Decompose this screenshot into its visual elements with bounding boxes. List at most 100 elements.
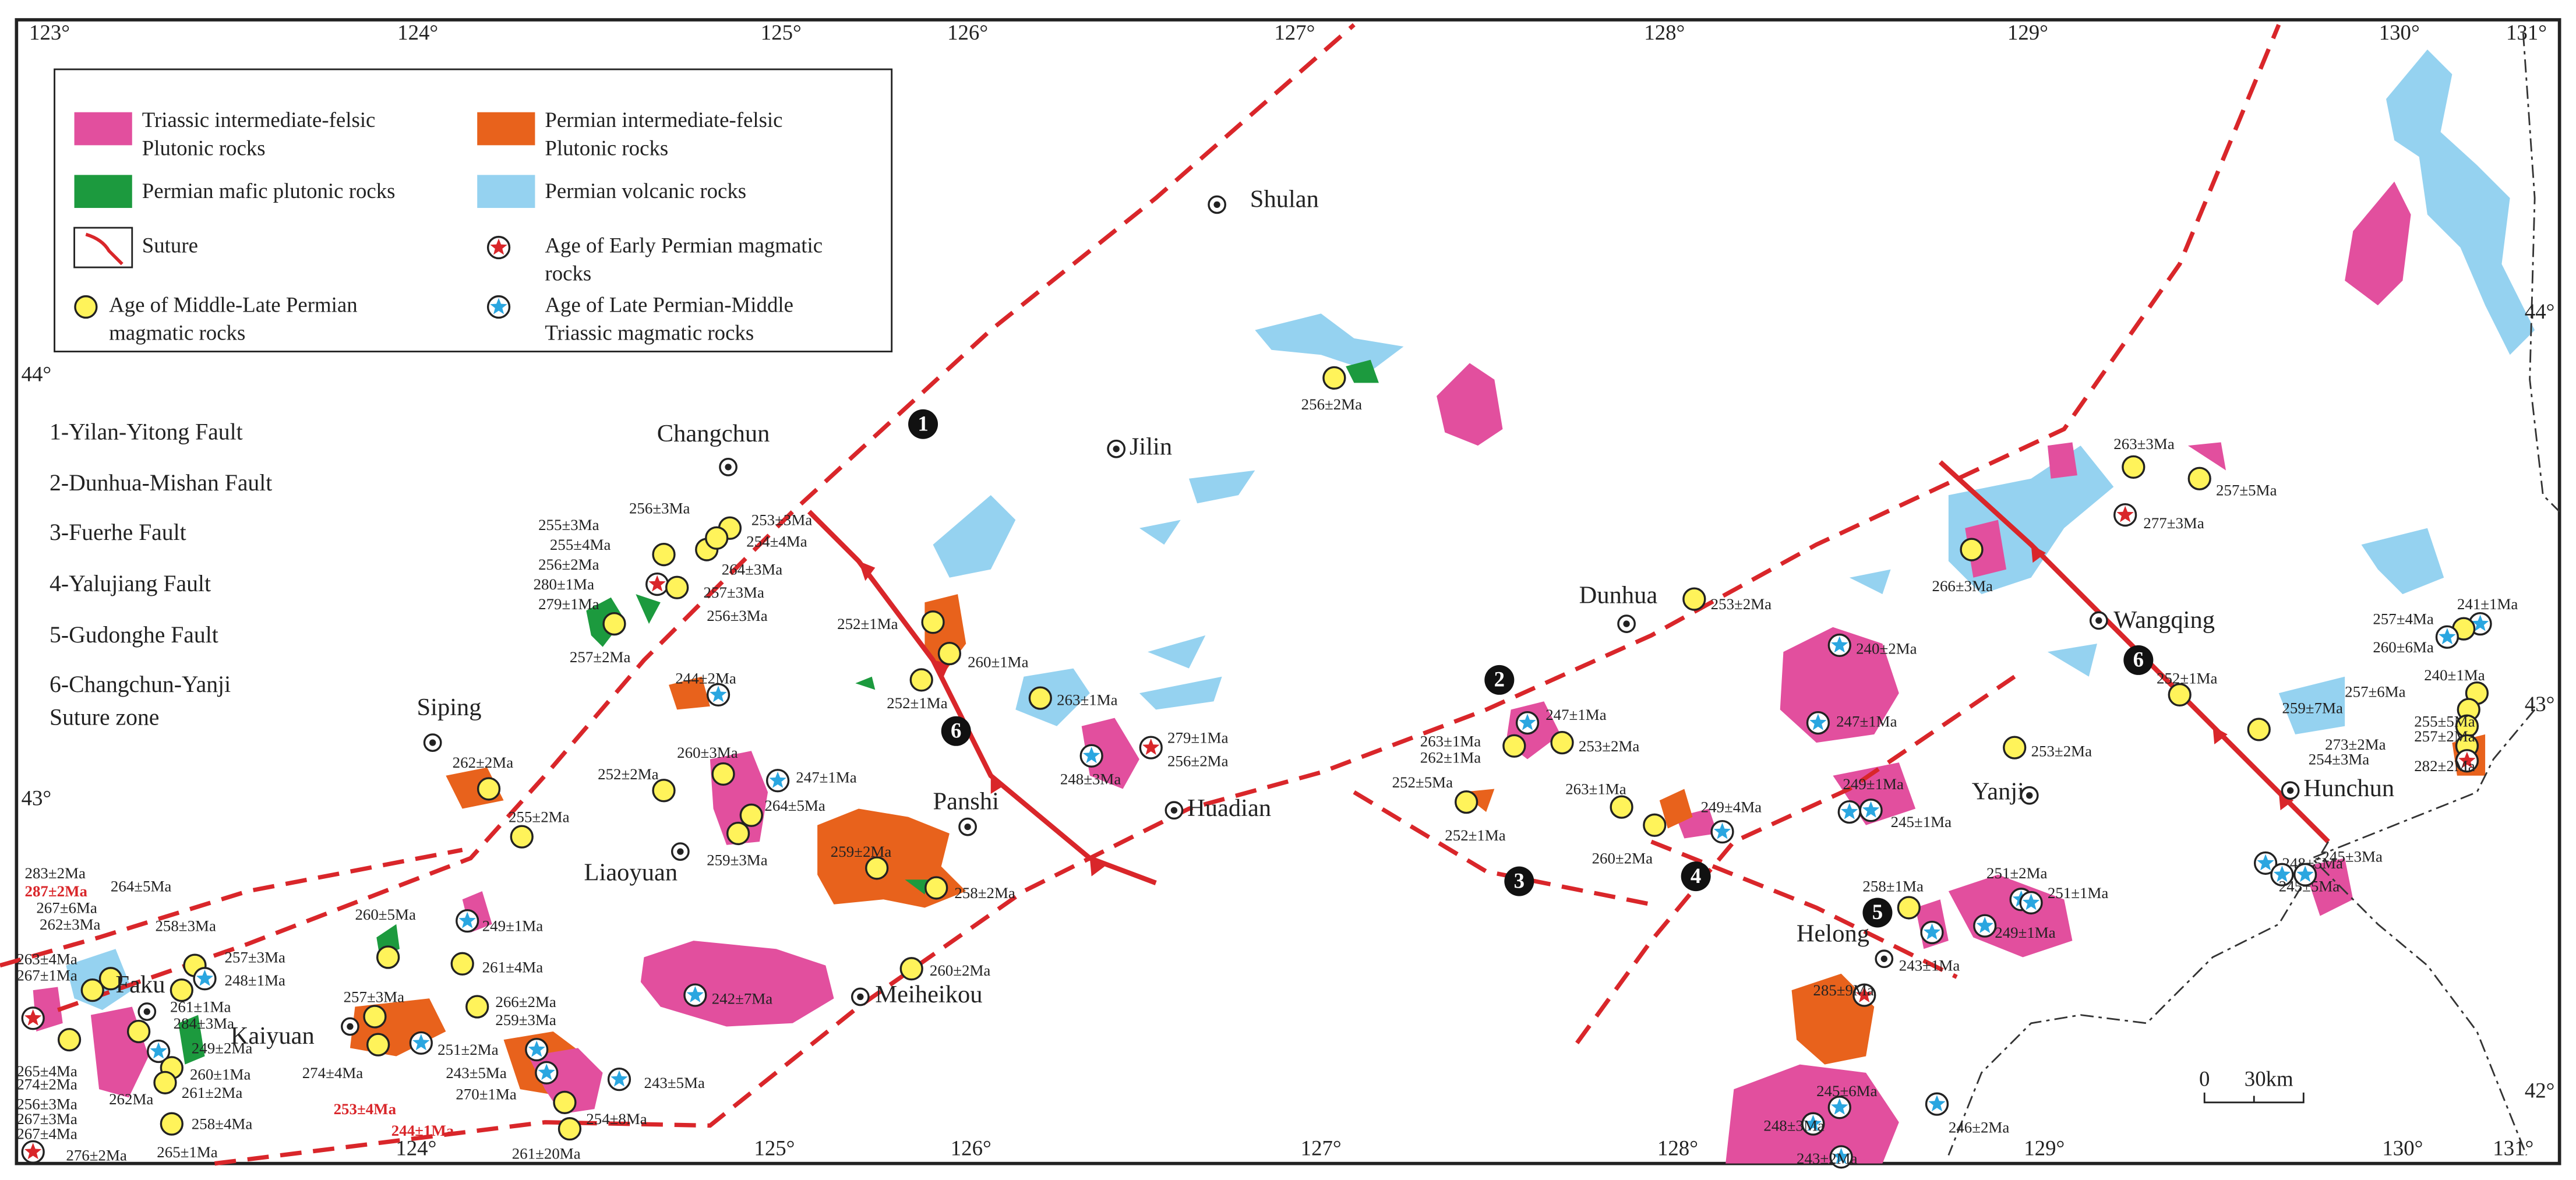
city-label: Helong <box>1797 920 1869 947</box>
age-marker-middle-late-permian <box>170 978 193 1002</box>
city-label: Siping <box>417 694 481 721</box>
fault-number: 6 <box>2133 648 2144 672</box>
age-label: 262±2Ma <box>453 754 514 771</box>
age-label: 244±1Ma <box>391 1122 454 1139</box>
triassic-pluton <box>462 891 603 1114</box>
age-label: 255±3Ma <box>538 516 599 534</box>
age-marker-middle-late-permian <box>1643 813 1667 837</box>
city-label: Wangqing <box>2113 606 2215 634</box>
age-star <box>648 575 666 592</box>
longitude-label: 126° <box>951 1136 991 1160</box>
age-star <box>2257 854 2274 871</box>
age-marker-middle-late-permian <box>865 856 889 880</box>
age-label: 240±2Ma <box>1856 640 1917 658</box>
fault-number-badge <box>1862 898 1893 928</box>
permian-pluton <box>350 998 595 1098</box>
triassic-pluton <box>1915 858 2353 958</box>
age-label: 274±2Ma <box>16 1076 77 1093</box>
age-star <box>2296 865 2314 882</box>
age-label: 247±1Ma <box>796 769 857 786</box>
age-label: 248±3Ma <box>1060 770 1121 787</box>
age-marker-middle-late-permian <box>74 295 98 319</box>
longitude-label: 129° <box>2007 20 2048 44</box>
age-star <box>769 771 786 788</box>
fault-number-badge <box>908 409 938 439</box>
age-marker-middle-late-permian <box>726 821 750 846</box>
age-marker-middle-late-permian <box>80 978 104 1002</box>
city-label: Liaoyuan <box>584 859 678 886</box>
city-dot <box>1213 201 1220 209</box>
age-label: 254±4Ma <box>746 532 807 550</box>
age-marker-middle-late-permian <box>153 1071 177 1094</box>
fault-list-item: 5-Gudonghe Fault <box>50 622 218 648</box>
age-label: 262±3Ma <box>40 916 101 933</box>
age-label: 260±1Ma <box>968 653 1029 670</box>
triassic-pluton <box>2345 181 2411 306</box>
age-star <box>1142 739 1160 755</box>
age-label: 267±6Ma <box>36 899 97 916</box>
age-marker-middle-late-permian <box>1682 587 1706 611</box>
latitude-label: 43° <box>22 786 52 810</box>
age-star <box>458 912 476 928</box>
age-star <box>1809 713 1827 730</box>
city-dot <box>2286 787 2294 794</box>
age-label: 252±1Ma <box>887 694 948 712</box>
age-label: 252±1Ma <box>2157 670 2218 687</box>
longitude-label: 124° <box>397 20 438 44</box>
age-label: 267±3Ma <box>16 1110 77 1128</box>
fault-list-item: 4-Yalujiang Fault <box>50 571 211 596</box>
age-label: 249±4Ma <box>1701 799 1762 816</box>
age-label: 260±6Ma <box>2373 638 2434 656</box>
age-label: 249±1Ma <box>1843 775 1904 793</box>
age-label: 262±1Ma <box>1420 749 1481 766</box>
age-label: 263±1Ma <box>1057 691 1118 708</box>
age-star <box>2273 865 2291 882</box>
age-marker-middle-late-permian <box>98 967 123 991</box>
age-star <box>24 1143 42 1160</box>
age-label: 261±20Ma <box>512 1145 581 1163</box>
fault-list-item: 6-Changchun-Yanji <box>50 672 231 697</box>
age-label: 262Ma <box>109 1090 153 1108</box>
age-label: 279±1Ma <box>1167 729 1229 747</box>
fault-list-item: Suture zone <box>50 705 159 730</box>
age-label: 251±2Ma <box>437 1041 499 1058</box>
city-dot <box>1623 620 1630 627</box>
age-label: 243±1Ma <box>1899 957 1960 974</box>
age-star <box>1862 801 1880 818</box>
latitude-label: 44° <box>2525 299 2555 323</box>
legend-label: rocks <box>545 262 591 285</box>
age-marker-middle-late-permian <box>363 1005 387 1029</box>
age-marker-middle-late-permian <box>739 803 763 827</box>
age-label: 260±2Ma <box>1592 849 1653 867</box>
city-dot <box>429 739 436 746</box>
city-dot <box>677 848 684 855</box>
longitude-label: 128° <box>1644 20 1685 44</box>
age-label: 276±2Ma <box>66 1147 127 1164</box>
age-label: 248±3Ma <box>1763 1117 1825 1135</box>
age-marker-middle-late-permian <box>2168 683 2192 707</box>
national-border <box>1947 33 2560 1156</box>
legend-label: Plutonic rocks <box>545 136 668 160</box>
age-label: 241±1Ma <box>2457 595 2518 613</box>
age-label: 263±3Ma <box>2113 435 2175 453</box>
age-label: 253±2Ma <box>1711 595 1772 613</box>
scale-bar: 0 30km <box>2199 1066 2305 1104</box>
volcanic-unit <box>1139 470 1255 710</box>
age-star <box>412 1034 430 1051</box>
faults <box>0 23 2560 1166</box>
age-label: 259±2Ma <box>831 843 892 860</box>
age-marker-middle-late-permian <box>510 825 534 849</box>
age-label: 251±2Ma <box>1986 864 2048 882</box>
age-label: 255±4Ma <box>550 536 611 553</box>
age-label: 279±1Ma <box>538 595 599 613</box>
legend-swatch <box>74 175 132 209</box>
longitude-label: 127° <box>1274 20 1315 44</box>
age-label: 255±2Ma <box>509 808 570 826</box>
age-label: 252±2Ma <box>598 765 659 783</box>
city-dot <box>347 1023 354 1030</box>
legend-label: Triassic intermediate-felsic <box>142 108 376 132</box>
age-marker-middle-late-permian <box>921 610 945 634</box>
age-label: 261±4Ma <box>482 958 544 976</box>
age-label: 266±3Ma <box>1932 577 1993 595</box>
scale-line <box>2203 1092 2305 1104</box>
